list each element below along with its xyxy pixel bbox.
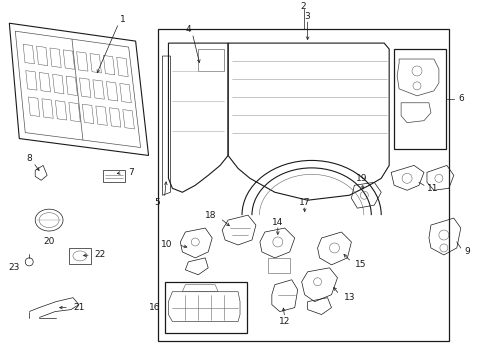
- Text: 7: 7: [128, 168, 134, 177]
- Text: 13: 13: [344, 293, 355, 302]
- Text: 15: 15: [355, 260, 366, 269]
- Bar: [158, 29, 448, 341]
- Text: 10: 10: [161, 240, 172, 249]
- Text: 16: 16: [149, 303, 160, 312]
- Text: 12: 12: [279, 317, 290, 326]
- Text: 9: 9: [464, 247, 469, 256]
- Text: 18: 18: [204, 211, 216, 220]
- Bar: [393, 49, 445, 149]
- Text: 17: 17: [298, 198, 310, 207]
- Bar: [267, 258, 289, 273]
- Text: 1: 1: [120, 15, 125, 24]
- Text: 3: 3: [304, 12, 310, 21]
- Text: 5: 5: [154, 198, 160, 207]
- Text: 21: 21: [73, 303, 84, 312]
- Bar: [102, 170, 124, 182]
- Text: 2: 2: [300, 2, 306, 11]
- Text: 11: 11: [426, 184, 438, 193]
- Text: 14: 14: [271, 217, 283, 226]
- Bar: [69, 248, 91, 264]
- Bar: [165, 282, 246, 333]
- Text: 20: 20: [43, 238, 55, 247]
- Text: 19: 19: [355, 174, 366, 183]
- Text: 8: 8: [26, 154, 32, 163]
- Text: 6: 6: [458, 94, 464, 103]
- Text: 4: 4: [185, 25, 191, 34]
- Text: 22: 22: [95, 251, 106, 260]
- Text: 23: 23: [8, 263, 19, 272]
- Bar: [198, 49, 224, 71]
